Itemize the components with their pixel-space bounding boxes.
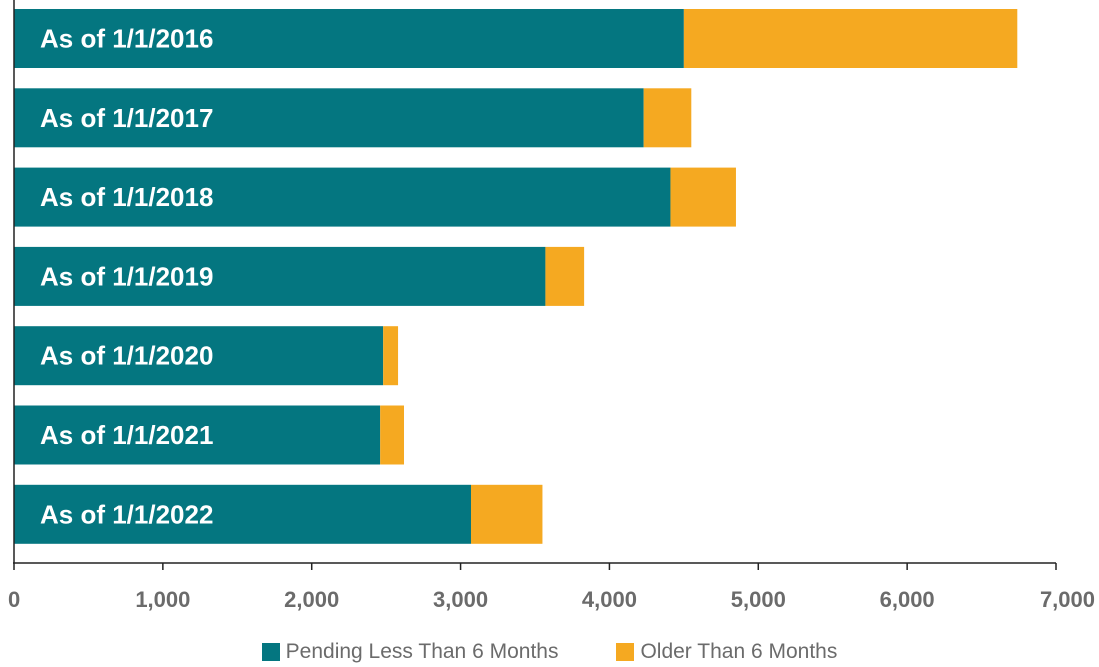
category-label: As of 1/1/2016: [40, 24, 213, 54]
category-label: As of 1/1/2017: [40, 103, 213, 133]
x-tick-label: 4,000: [582, 587, 637, 612]
category-label: As of 1/1/2019: [40, 261, 213, 291]
x-tick-label: 2,000: [284, 587, 339, 612]
x-ticks-group: 0 1,000 2,000 3,000 4,000 5,000 6,000 7,000: [8, 563, 1095, 612]
bar-pending-5: [14, 405, 381, 465]
legend-swatch-pending: [261, 643, 280, 661]
bar-pending-4: [14, 326, 384, 386]
legend: Pending Less Than 6 Months Older Than 6 …: [0, 638, 1099, 666]
x-tick-label: 3,000: [433, 587, 488, 612]
bar-pending-3: [14, 246, 546, 306]
bar-pending-1: [14, 88, 644, 148]
x-tick-label: 6,000: [880, 587, 935, 612]
bar-pending-0: [14, 9, 684, 68]
legend-label-pending: Pending Less Than 6 Months: [285, 640, 559, 663]
bar-older-0: [683, 9, 1018, 68]
bars-group: [14, 9, 1018, 544]
bar-older-5: [380, 405, 405, 465]
bar-pending-2: [14, 167, 671, 227]
bar-older-6: [470, 484, 543, 544]
category-label: As of 1/1/2020: [40, 341, 213, 371]
legend-item-older: Older Than 6 Months: [616, 640, 837, 664]
bar-older-1: [643, 88, 692, 148]
legend-label-older: Older Than 6 Months: [640, 640, 838, 663]
bar-older-2: [670, 167, 736, 227]
category-label: As of 1/1/2021: [40, 420, 213, 450]
category-label: As of 1/1/2022: [40, 499, 213, 529]
legend-swatch-older: [616, 643, 635, 661]
legend-item-pending: Pending Less Than 6 Months: [261, 640, 559, 664]
category-label: As of 1/1/2018: [40, 182, 213, 212]
x-tick-label: 7,000: [1040, 587, 1095, 612]
category-labels-group: As of 1/1/2016 As of 1/1/2017 As of 1/1/20…: [40, 24, 213, 530]
bar-older-3: [545, 246, 585, 306]
bar-older-4: [383, 326, 399, 386]
x-tick-label: 1,000: [135, 587, 190, 612]
x-tick-label: 0: [8, 587, 20, 612]
stacked-bar-chart: As of 1/1/2016 As of 1/1/2017 As of 1/1/20…: [8, 0, 1095, 612]
x-tick-label: 5,000: [731, 587, 786, 612]
bar-pending-6: [14, 484, 471, 544]
